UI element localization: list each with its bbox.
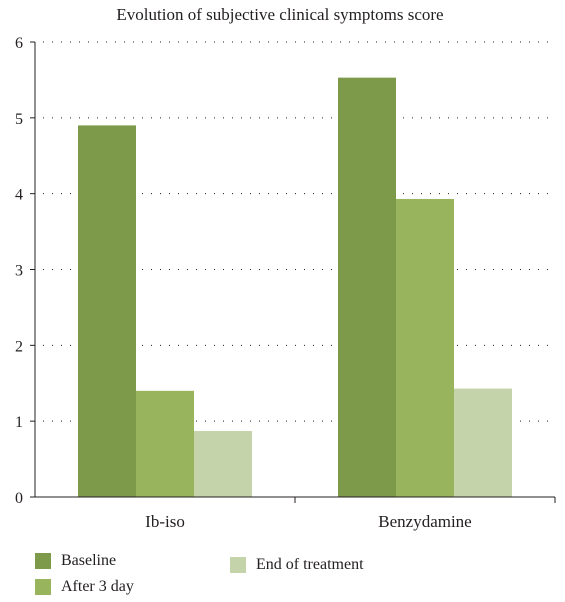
legend-label-end-of-treatment: End of treatment [256,556,364,573]
bar-end-of-treatment-ib-iso [194,431,252,497]
x-tick-label: Benzydamine [378,512,471,531]
legend-swatch-end-of-treatment [230,557,246,573]
x-tick-label: Ib-iso [145,512,185,531]
y-tick-label: 0 [15,490,23,507]
bar-baseline-benzydamine [338,77,396,498]
bar-after-3-day-ib-iso [136,390,194,497]
y-tick-label: 5 [15,111,23,128]
y-tick-label: 4 [15,187,23,204]
legend-item-baseline: Baseline [35,552,116,570]
chart-title: Evolution of subjective clinical symptom… [116,5,443,24]
y-tick-label: 2 [15,338,23,355]
legend-label-after-3-day: After 3 day [61,578,134,595]
y-tick-label: 3 [15,263,23,280]
bar-after-3-day-benzydamine [396,198,454,497]
legend-item-end-of-treatment: End of treatment [230,556,364,574]
legend-label-baseline: Baseline [61,552,117,569]
y-tick-label: 1 [15,414,23,431]
legend-swatch-after-3-day [35,579,51,595]
legend-swatch-baseline [35,553,51,569]
bar-chart: Evolution of subjective clinical symptom… [15,5,556,531]
bar-end-of-treatment-benzydamine [454,388,512,497]
axes: 0 1 2 3 4 5 6 Ib-iso Benzydamine [15,35,556,531]
y-tick-label: 6 [15,35,23,52]
legend-item-after-3-day: After 3 day [35,578,134,596]
bars [78,77,512,498]
bar-baseline-ib-iso [78,125,136,498]
